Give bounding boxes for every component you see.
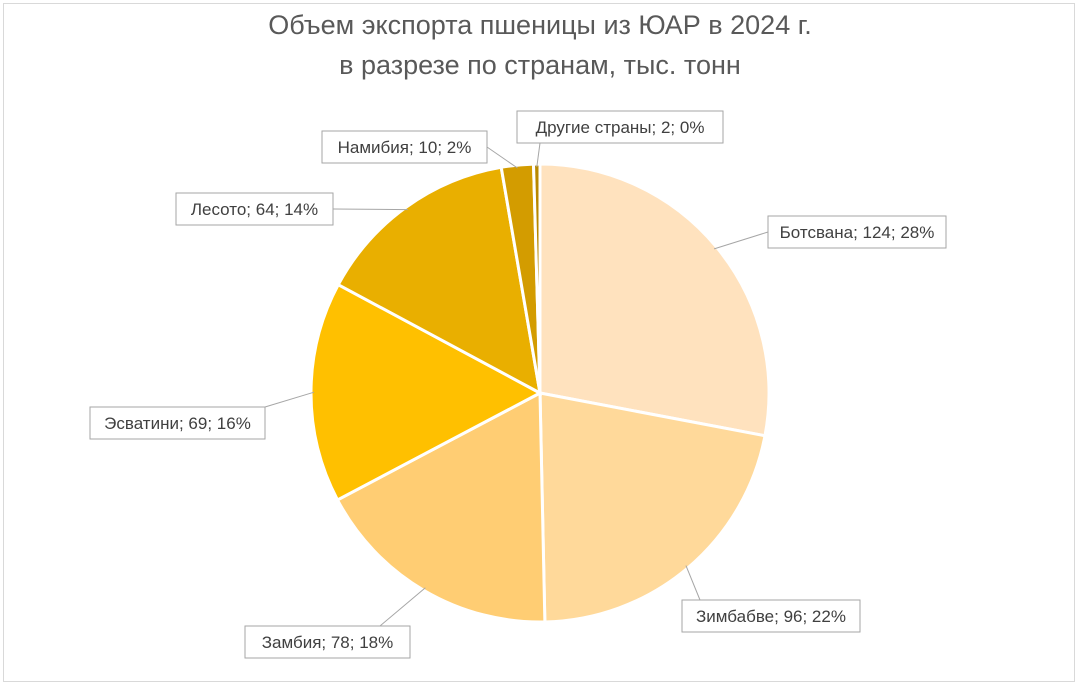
pie-slice-3 xyxy=(335,390,547,624)
chart-title-line-1: Объем экспорта пшеницы из ЮАР в 2024 г. xyxy=(268,10,812,40)
leader-line-5 xyxy=(332,208,408,211)
pie-slice-2 xyxy=(538,391,767,624)
data-label-6: Намибия; 10; 2% xyxy=(338,138,472,157)
data-label-box-6 xyxy=(321,130,488,164)
leader-line-6 xyxy=(486,146,518,169)
leader-line-3 xyxy=(379,587,426,627)
data-label-4: Эсватини; 69; 16% xyxy=(104,414,251,433)
data-label-3: Замбия; 78; 18% xyxy=(262,633,393,652)
data-label-2: Зимбабве; 96; 22% xyxy=(696,607,846,626)
data-label-5: Лесото; 64; 14% xyxy=(191,200,318,219)
leader-line-4 xyxy=(264,391,315,408)
data-label-box-7 xyxy=(516,110,724,144)
leader-line-7 xyxy=(536,142,541,168)
pie-slice-4 xyxy=(309,282,544,502)
data-label-1: Ботсвана; 124; 28% xyxy=(780,223,935,242)
leader-line-1 xyxy=(713,231,769,250)
data-label-box-5 xyxy=(175,192,334,226)
chart-title-line-2: в разрезе по странам, тыс. тонн xyxy=(339,50,741,80)
data-label-box-2 xyxy=(681,599,861,633)
pie-slice-5 xyxy=(336,165,542,396)
leader-line-2 xyxy=(685,565,701,601)
data-label-box-3 xyxy=(244,625,411,659)
data-label-7: Другие страны; 2; 0% xyxy=(536,118,705,137)
data-label-box-1 xyxy=(767,215,947,249)
data-label-box-4 xyxy=(89,406,266,440)
pie-slice-1 xyxy=(538,162,771,438)
